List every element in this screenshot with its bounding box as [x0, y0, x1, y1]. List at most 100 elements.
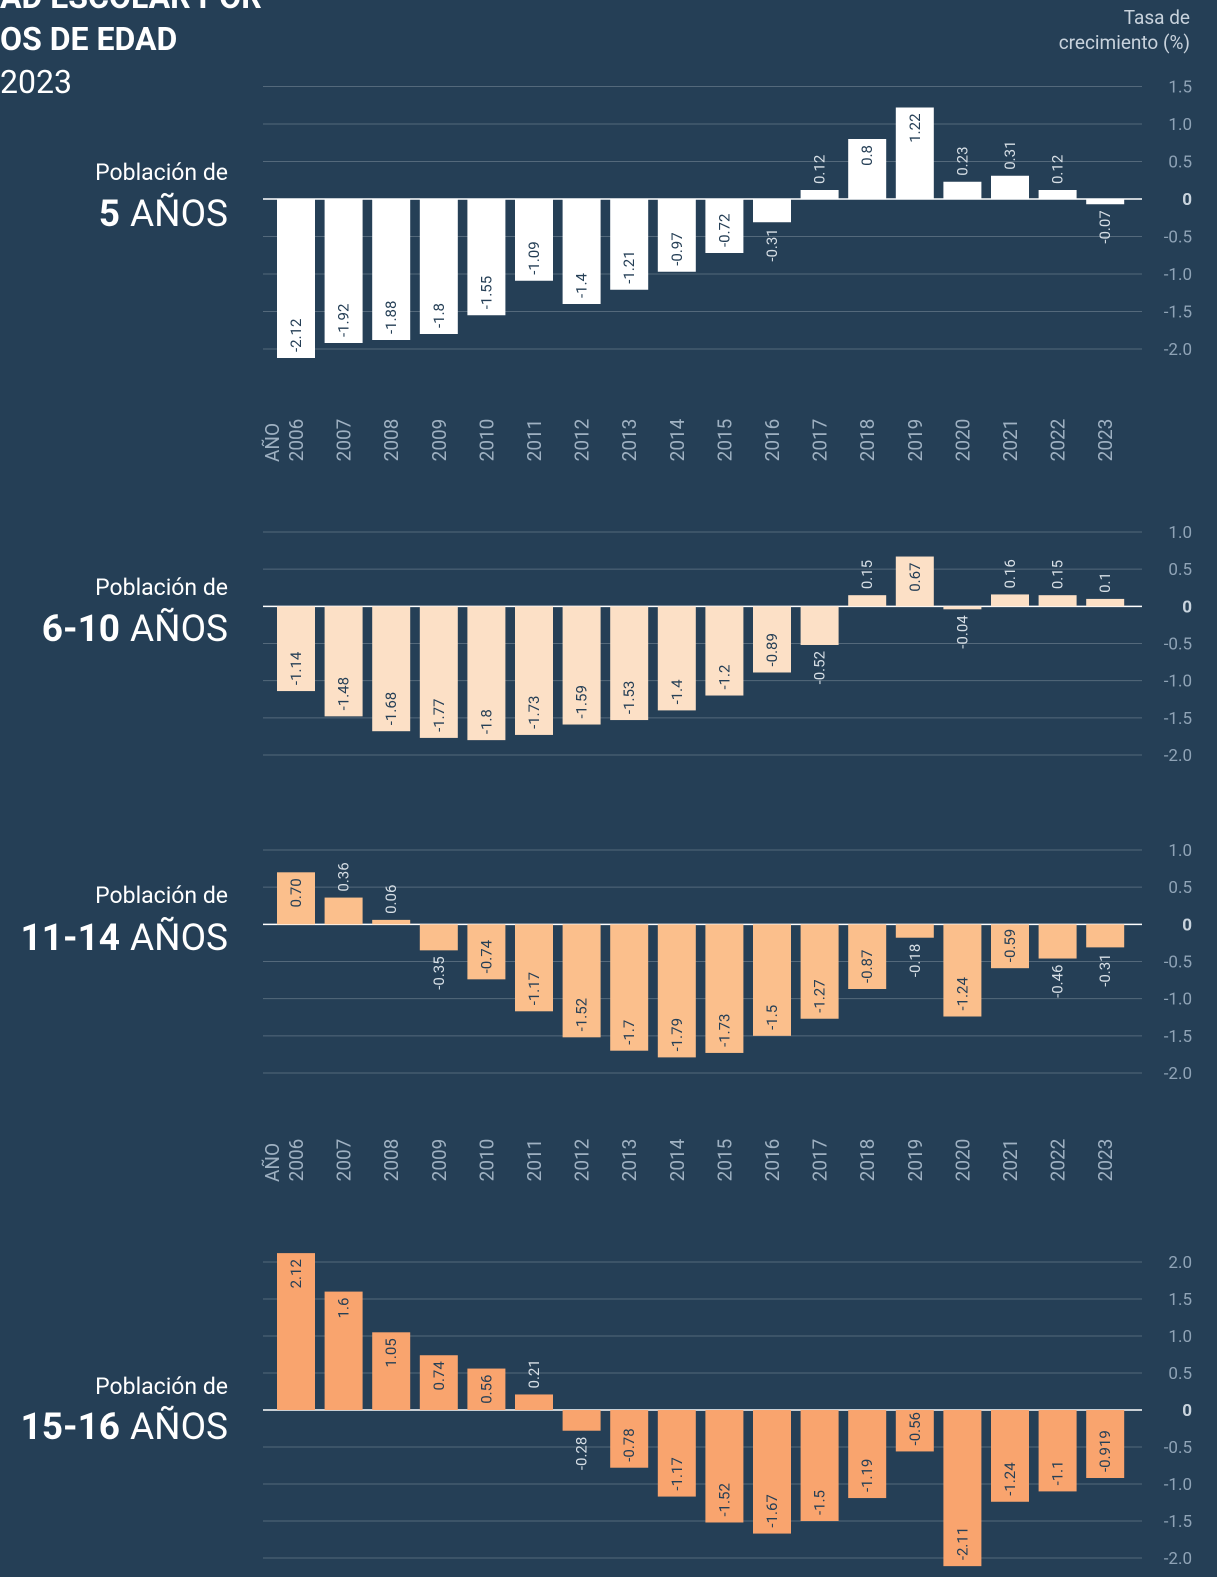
- bar: [991, 1410, 1029, 1502]
- value-label: -1.17: [525, 972, 543, 1005]
- bar: [467, 1368, 506, 1410]
- bar: [943, 924, 982, 1017]
- bar: [277, 606, 315, 692]
- bar: [657, 606, 696, 711]
- group-prefix: Población de: [95, 159, 228, 186]
- y-tick-label: -2.0: [1164, 340, 1192, 360]
- y-tick-label: -2.0: [1164, 746, 1192, 766]
- value-label: 1.05: [382, 1338, 400, 1367]
- y-tick-label: -2.0: [1164, 1549, 1192, 1569]
- value-label: -1.92: [335, 304, 353, 337]
- value-label: -1.67: [763, 1494, 781, 1527]
- group-prefix: Población de: [95, 1373, 228, 1400]
- bar: [515, 199, 553, 281]
- title-line: AD ESCOLAR POR: [0, 0, 262, 16]
- y-axis-label: Tasa de: [1124, 6, 1190, 29]
- value-label: 0.31: [1001, 141, 1019, 170]
- value-label: 0.12: [811, 155, 829, 184]
- value-label: 0.8: [858, 145, 876, 166]
- x-tick-label: 2022: [1047, 419, 1070, 462]
- bar: [753, 1410, 791, 1534]
- value-label: 0.74: [430, 1361, 448, 1391]
- value-label: -0.97: [668, 232, 686, 265]
- value-label: -0.59: [1001, 929, 1019, 962]
- y-tick-label: 0: [1182, 190, 1192, 210]
- bar: [324, 897, 363, 925]
- group-prefix: Población de: [95, 574, 228, 601]
- x-tick-label: 2020: [951, 1139, 974, 1182]
- x-tick-label: 2013: [618, 1139, 641, 1182]
- value-label: -0.87: [858, 950, 876, 983]
- bar: [895, 924, 934, 938]
- group-range: 11-14: [21, 917, 121, 960]
- group-unit: AÑOS: [130, 607, 228, 651]
- x-tick-label: 2019: [904, 1139, 927, 1182]
- title-line: 2023: [0, 63, 72, 101]
- bar: [467, 199, 506, 316]
- bar: [657, 924, 696, 1058]
- y-tick-label: -1.0: [1164, 1475, 1192, 1495]
- x-tick-label: 2012: [571, 419, 594, 462]
- bar: [562, 1410, 601, 1431]
- x-tick-label: 2008: [380, 419, 403, 462]
- bar: [705, 924, 744, 1053]
- bar: [895, 107, 934, 199]
- y-tick-label: 2.0: [1168, 1253, 1192, 1273]
- bar: [1086, 924, 1125, 948]
- y-tick-label: -2.0: [1164, 1064, 1192, 1084]
- bar: [657, 199, 696, 272]
- y-tick-label: -1.5: [1164, 709, 1192, 729]
- y-tick-label: -1.0: [1164, 672, 1192, 692]
- bar: [800, 924, 839, 1019]
- value-label: -1.8: [477, 709, 495, 734]
- value-label: 0.06: [382, 885, 400, 914]
- value-label: -0.89: [763, 633, 781, 666]
- bar: [324, 199, 363, 343]
- x-tick-label: 2020: [951, 419, 974, 462]
- y-tick-label: 0: [1182, 597, 1192, 617]
- y-tick-label: 1.5: [1168, 1290, 1192, 1310]
- value-label: -1.79: [668, 1018, 686, 1051]
- group-label: 5 AÑOS: [99, 192, 228, 236]
- y-tick-label: -0.5: [1164, 635, 1192, 655]
- value-label: -1.73: [525, 696, 543, 729]
- bar: [895, 556, 934, 607]
- x-tick-label: 2018: [856, 419, 879, 462]
- value-label: 0.70: [287, 878, 305, 907]
- bar: [277, 199, 315, 358]
- y-tick-label: 0.5: [1168, 1364, 1192, 1384]
- value-label: 0.21: [525, 1359, 543, 1388]
- x-tick-label: 2014: [666, 418, 689, 461]
- value-label: 0.15: [1049, 560, 1067, 589]
- x-tick-label: 2018: [856, 1139, 879, 1182]
- x-tick-label: 2022: [1047, 1139, 1070, 1182]
- bar: [324, 606, 363, 717]
- value-label: 0.15: [858, 560, 876, 589]
- bar: [943, 181, 982, 199]
- bar: [372, 199, 411, 340]
- y-tick-label: -0.5: [1164, 1438, 1192, 1458]
- bar: [1038, 595, 1077, 607]
- value-label: -1.19: [858, 1459, 876, 1492]
- y-tick-label: 1.0: [1168, 523, 1192, 543]
- value-label: 0.12: [1049, 155, 1067, 184]
- bar: [372, 1332, 411, 1410]
- value-label: -0.72: [715, 214, 733, 247]
- value-label: -1.24: [953, 977, 971, 1011]
- value-label: 0.67: [906, 563, 924, 592]
- value-label: 0.16: [1001, 559, 1019, 588]
- x-tick-label: 2021: [999, 419, 1022, 462]
- bar: [562, 606, 601, 725]
- x-tick-label: 2016: [761, 419, 784, 462]
- value-label: -1.5: [811, 1490, 829, 1515]
- value-label: -0.07: [1096, 210, 1114, 243]
- bar: [610, 1410, 649, 1468]
- value-label: -0.35: [430, 956, 448, 989]
- y-tick-label: -0.5: [1164, 228, 1192, 248]
- y-tick-label: 1.0: [1168, 1327, 1192, 1347]
- bar: [705, 606, 744, 696]
- x-tick-label: 2011: [523, 419, 546, 462]
- value-label: -1.21: [620, 250, 638, 283]
- bar: [419, 606, 458, 738]
- x-tick-label: 2014: [666, 1138, 689, 1181]
